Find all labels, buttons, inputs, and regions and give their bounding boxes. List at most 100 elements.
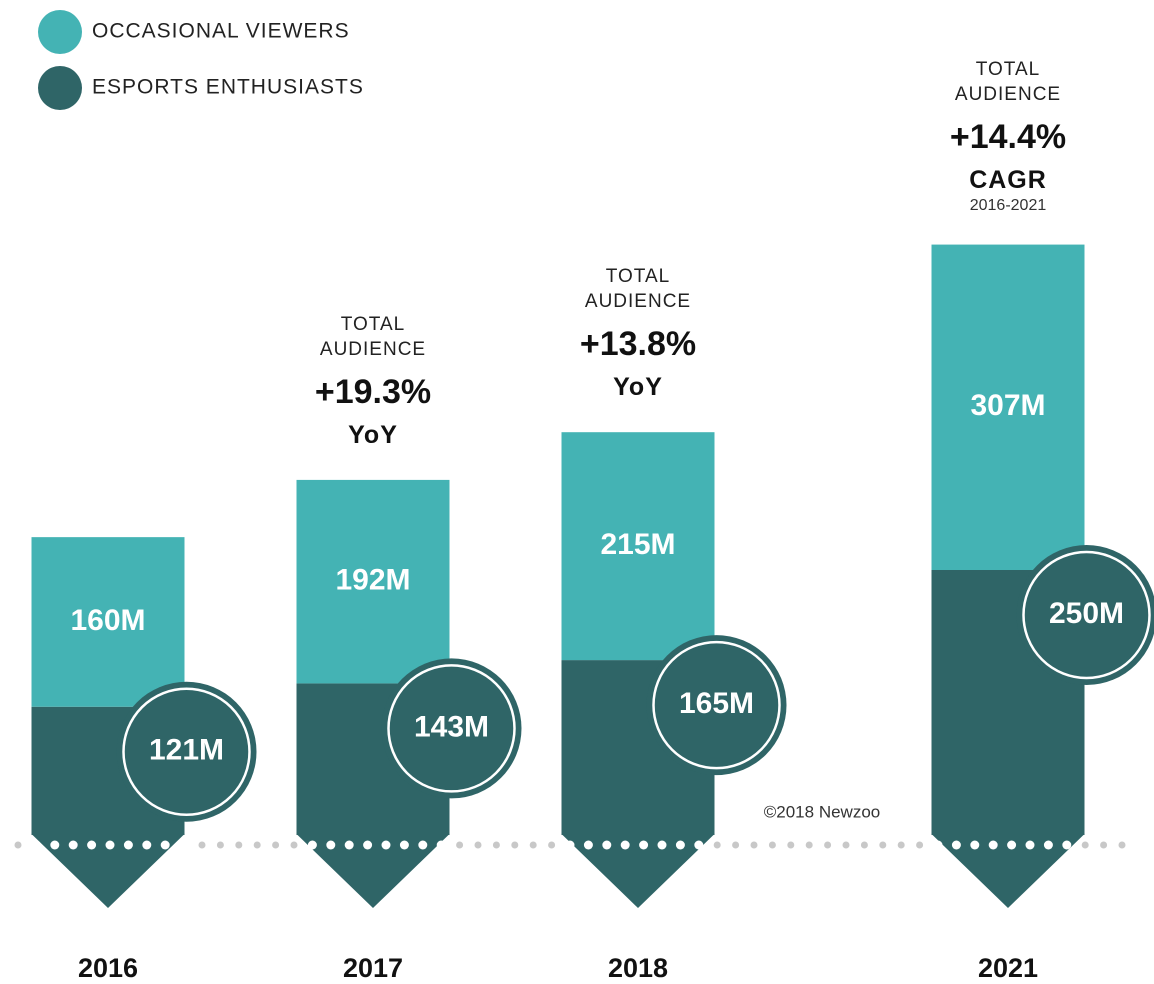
- baseline-dot: [456, 841, 464, 849]
- value-label: 143M: [414, 710, 489, 743]
- value-label: 160M: [70, 604, 145, 637]
- badge: [1016, 545, 1154, 685]
- annotation-label: TOTAL AUDIENCE: [319, 313, 427, 360]
- baseline-dot: [123, 840, 133, 850]
- baseline-dot: [879, 841, 887, 849]
- baseline-dot: [87, 840, 97, 850]
- value-label: 215M: [600, 528, 675, 561]
- badge-ring: [122, 687, 251, 816]
- annotation-value: +19.3%: [314, 372, 432, 411]
- baseline-dot: [1007, 840, 1017, 850]
- baseline-dot: [235, 841, 243, 849]
- bar-tip: [561, 834, 715, 908]
- badge: [116, 681, 257, 822]
- baseline-dot: [1081, 841, 1089, 849]
- baseline-dot: [363, 840, 373, 850]
- baseline-dot: [1100, 841, 1108, 849]
- x-tick-label: 2018: [608, 953, 668, 983]
- baseline-dot: [381, 840, 391, 850]
- bar-segment: [31, 537, 185, 707]
- baseline-dot: [272, 841, 280, 849]
- baseline-dot: [14, 841, 22, 849]
- baseline-dot: [160, 840, 170, 850]
- baseline-dot: [290, 841, 298, 849]
- annotation-label: TOTAL AUDIENCE: [954, 58, 1062, 105]
- baseline-dot: [620, 840, 630, 850]
- baseline-dot: [933, 840, 943, 850]
- annotation-label: TOTAL AUDIENCE: [584, 266, 692, 313]
- baseline-dot: [307, 840, 317, 850]
- baseline-dot: [565, 840, 575, 850]
- annotation-period: CAGR: [969, 165, 1047, 194]
- badge-ring: [387, 664, 516, 793]
- value-label: 165M: [679, 687, 754, 720]
- bar-segment: [296, 479, 450, 684]
- annotation-period: YoY: [613, 373, 663, 402]
- annotation-range: 2016-2021: [969, 196, 1047, 214]
- value-label: 250M: [1049, 597, 1124, 630]
- bar-tip: [31, 834, 185, 908]
- baseline-dot: [31, 840, 41, 850]
- baseline-dot: [694, 840, 704, 850]
- baseline-dot: [713, 841, 721, 849]
- annotation-value: +14.4%: [949, 117, 1067, 156]
- badge: [646, 635, 787, 776]
- baseline-dot: [657, 840, 667, 850]
- baseline-dot: [142, 840, 152, 850]
- baseline-dot: [897, 841, 905, 849]
- value-label: 192M: [335, 564, 410, 597]
- baseline-dot: [787, 841, 795, 849]
- annotation-value: +13.8%: [579, 325, 697, 364]
- baseline-dot: [988, 840, 998, 850]
- x-tick-label: 2017: [343, 953, 403, 983]
- annotation: TOTAL AUDIENCE +13.8% YoY: [553, 264, 723, 402]
- annotation: TOTAL AUDIENCE +19.3% YoY: [288, 312, 458, 450]
- baseline-dot: [750, 841, 758, 849]
- baseline-dot: [179, 840, 189, 850]
- annotation-period: YoY: [348, 420, 398, 449]
- badge-ring: [1022, 550, 1151, 680]
- baseline-dot: [326, 840, 336, 850]
- baseline-dot: [916, 841, 924, 849]
- legend-label: OCCASIONAL VIEWERS: [92, 20, 350, 43]
- baseline-dot: [474, 841, 482, 849]
- baseline-dot: [344, 840, 354, 850]
- legend-swatch: [38, 66, 82, 110]
- baseline-dot: [253, 841, 261, 849]
- legend-label: ESPORTS ENTHUSIASTS: [92, 76, 364, 99]
- baseline-dot: [1043, 840, 1053, 850]
- baseline-dot: [399, 840, 409, 850]
- baseline-dot: [824, 841, 832, 849]
- annotation: TOTAL AUDIENCE +14.4% CAGR 2016-2021: [923, 57, 1093, 215]
- bar-tip: [296, 834, 450, 908]
- bar-segment: [931, 244, 1085, 570]
- baseline-dot: [970, 840, 980, 850]
- baseline-dot: [529, 841, 537, 849]
- x-tick-label: 2021: [978, 953, 1038, 983]
- baseline-dot: [842, 841, 850, 849]
- baseline-dot: [1062, 840, 1072, 850]
- baseline-dot: [216, 841, 224, 849]
- baseline-dot: [50, 840, 60, 850]
- baseline-dot: [675, 840, 685, 850]
- baseline-dot: [105, 840, 115, 850]
- baseline-dot: [511, 841, 519, 849]
- baseline-dot: [732, 841, 740, 849]
- baseline-dot: [951, 840, 961, 850]
- badge-ring: [652, 640, 781, 770]
- badge: [381, 658, 522, 799]
- baseline-dot: [1118, 841, 1126, 849]
- baseline-dot: [418, 840, 428, 850]
- baseline-dot: [68, 840, 78, 850]
- baseline-dot: [639, 840, 649, 850]
- baseline-dot: [436, 840, 446, 850]
- baseline-dot: [805, 841, 813, 849]
- value-label: 307M: [970, 389, 1045, 422]
- value-label: 121M: [149, 734, 224, 767]
- baseline-dot: [583, 840, 593, 850]
- x-tick-label: 2016: [78, 953, 138, 983]
- bar-segment: [561, 432, 715, 661]
- baseline-dot: [1025, 840, 1035, 850]
